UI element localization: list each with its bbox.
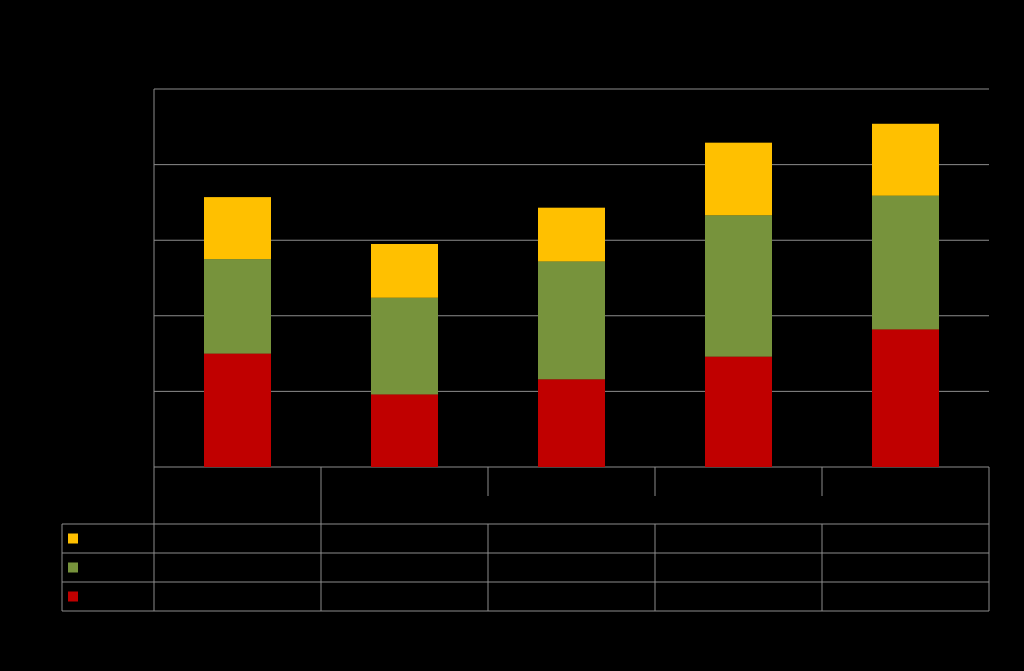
bar-segment — [371, 394, 438, 467]
bar-segment — [872, 195, 939, 330]
bar-segment — [371, 297, 438, 395]
bar-segment — [538, 379, 605, 467]
legend-key — [68, 562, 78, 573]
bar-segment — [204, 197, 271, 260]
bar-segment — [204, 353, 271, 467]
data-table-frame — [61, 89, 990, 612]
legend-key — [68, 591, 78, 602]
bar-segment — [705, 356, 772, 467]
bar-segment — [371, 243, 438, 298]
legend-key — [68, 533, 78, 544]
bar-segment — [872, 123, 939, 196]
bar-segment — [705, 142, 772, 216]
bar-segment — [538, 261, 605, 380]
bar-segment — [872, 329, 939, 467]
bar-segment — [538, 207, 605, 262]
bar-segment — [204, 259, 271, 354]
bar-segment — [705, 215, 772, 357]
